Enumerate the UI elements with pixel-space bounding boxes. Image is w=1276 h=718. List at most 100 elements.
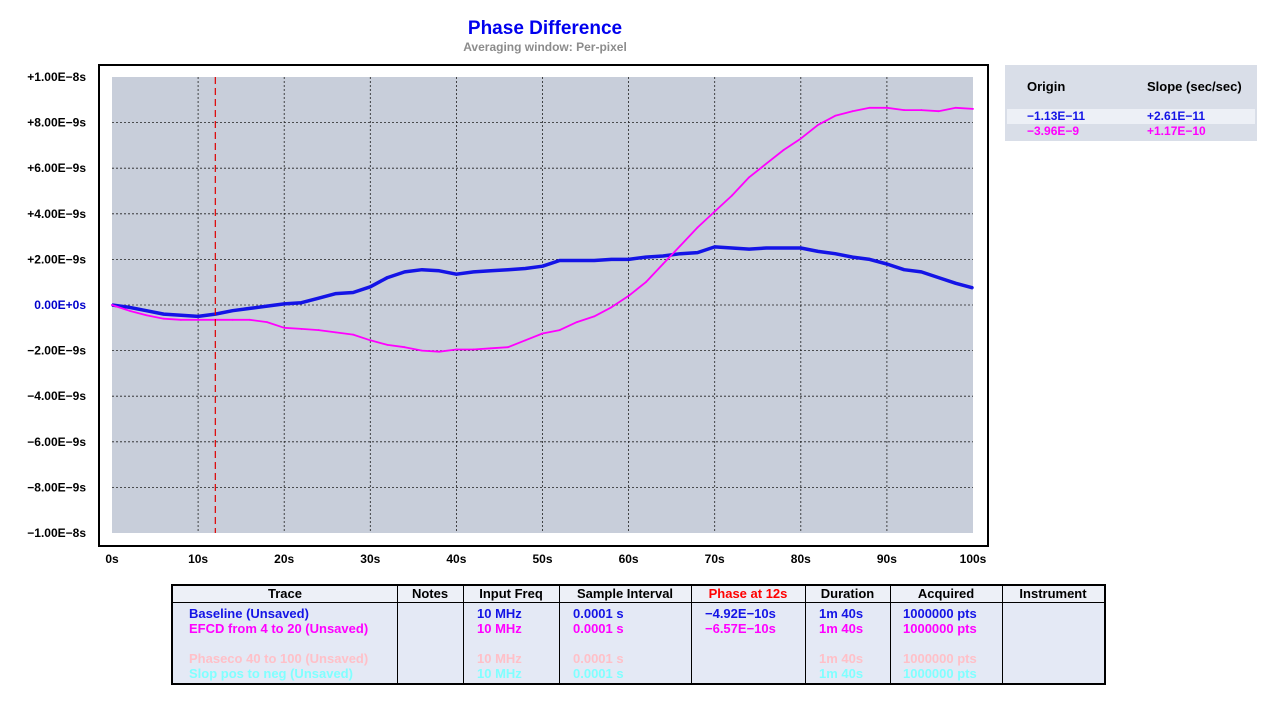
slope-panel: Origin Slope (sec/sec) −1.13E−11 +2.61E−…	[1005, 65, 1257, 141]
input-freq[interactable]: 10 MHz	[477, 666, 522, 681]
sample-interval[interactable]: 0.0001 s	[573, 666, 624, 681]
input-freq[interactable]: 10 MHz	[477, 606, 522, 621]
data-point	[541, 265, 544, 268]
trace-name[interactable]: EFCD from 4 to 20 (Unsaved)	[189, 621, 369, 636]
data-point	[972, 287, 974, 289]
data-point	[317, 329, 320, 331]
col-header-phase[interactable]: Phase at 12s	[708, 586, 788, 601]
col-header-instrument[interactable]: Instrument	[1019, 586, 1087, 601]
data-point	[128, 309, 131, 312]
data-point	[197, 315, 200, 318]
data-point	[507, 346, 509, 349]
column-divider	[805, 586, 806, 683]
trace-name[interactable]: Baseline (Unsaved)	[189, 606, 309, 621]
chart-subtitle: Averaging window: Per-pixel	[463, 40, 627, 54]
col-header-sample-interval[interactable]: Sample Interval	[576, 586, 674, 601]
grid-lines	[112, 77, 973, 533]
data-point	[713, 210, 716, 213]
data-point	[455, 273, 458, 276]
data-point	[834, 252, 837, 255]
origin-value: −3.96E−9	[1027, 124, 1080, 138]
phase-value[interactable]: −4.92E−10s	[705, 606, 776, 621]
col-header-input-freq[interactable]: Input Freq	[479, 586, 543, 601]
data-point	[576, 321, 578, 323]
data-point	[369, 285, 372, 288]
x-tick-label: 0s	[105, 552, 119, 566]
y-tick-label: −4.00E−9s	[27, 389, 86, 403]
column-divider	[890, 586, 891, 683]
acquired[interactable]: 1000000 pts	[903, 621, 977, 636]
input-freq[interactable]: 10 MHz	[477, 621, 522, 636]
x-tick-label: 30s	[360, 552, 380, 566]
data-point	[489, 347, 492, 350]
x-tick-label: 70s	[705, 552, 725, 566]
y-tick-label: −1.00E−8s	[27, 526, 86, 540]
col-header-acquired[interactable]: Acquired	[917, 586, 975, 601]
data-point	[954, 282, 957, 285]
chart-title: Phase Difference	[467, 18, 623, 39]
data-point	[507, 268, 509, 271]
data-point	[179, 314, 182, 317]
duration[interactable]: 1m 40s	[819, 621, 864, 636]
x-tick-label: 20s	[274, 552, 294, 566]
data-point	[782, 149, 785, 151]
data-point	[868, 258, 871, 261]
duration[interactable]: 1m 40s	[819, 606, 864, 621]
trace-name[interactable]: Slop pos to neg (Unsaved)	[189, 666, 353, 681]
data-point	[541, 332, 544, 335]
data-point	[403, 346, 406, 349]
col-header-duration[interactable]: Duration	[820, 586, 875, 601]
data-point	[937, 110, 940, 113]
data-point	[748, 248, 751, 251]
x-tick-label: 80s	[791, 552, 811, 566]
acquired[interactable]: 1000000 pts	[903, 666, 977, 681]
data-point	[696, 226, 699, 229]
column-divider	[397, 586, 398, 683]
input-freq[interactable]: 10 MHz	[477, 651, 522, 666]
data-point	[266, 305, 268, 308]
phase-value[interactable]: −6.57E−10s	[705, 621, 776, 636]
column-divider	[691, 586, 692, 683]
data-point	[610, 258, 613, 261]
data-point	[300, 328, 303, 330]
column-divider	[559, 586, 560, 683]
y-tick-label: +4.00E−9s	[27, 207, 86, 221]
data-point	[438, 350, 441, 353]
trace-table[interactable]: Trace Notes Input Freq Sample Interval P…	[171, 584, 1106, 685]
duration[interactable]: 1m 40s	[819, 666, 864, 681]
data-point	[765, 162, 768, 165]
trace-name[interactable]: Phaseco 40 to 100 (Unsaved)	[189, 651, 369, 666]
acquired[interactable]: 1000000 pts	[903, 651, 977, 666]
data-point	[834, 114, 837, 117]
data-point	[731, 194, 733, 197]
data-point	[300, 301, 303, 304]
column-divider	[1002, 586, 1003, 683]
data-point	[644, 256, 647, 259]
sample-interval[interactable]: 0.0001 s	[573, 621, 624, 636]
slope-row[interactable]: −3.96E−9 +1.17E−10	[1007, 124, 1255, 139]
data-point	[799, 247, 802, 249]
slope-value: +1.17E−10	[1147, 124, 1206, 138]
data-point	[248, 318, 251, 321]
series-lines	[111, 106, 974, 353]
sample-interval[interactable]: 0.0001 s	[573, 651, 624, 666]
slope-header: Slope (sec/sec)	[1147, 79, 1242, 94]
col-header-trace[interactable]: Trace	[268, 586, 302, 601]
acquired[interactable]: 1000000 pts	[903, 606, 977, 621]
data-point	[248, 307, 251, 310]
sample-interval[interactable]: 0.0001 s	[573, 606, 624, 621]
data-point	[799, 137, 802, 140]
duration[interactable]: 1m 40s	[819, 651, 864, 666]
data-point	[472, 271, 475, 273]
data-point	[386, 344, 389, 346]
data-point	[558, 259, 561, 262]
data-point	[644, 281, 647, 284]
data-point	[352, 333, 354, 336]
data-point	[886, 106, 888, 109]
data-point	[817, 250, 819, 253]
slope-row[interactable]: −1.13E−11 +2.61E−11	[1007, 109, 1255, 124]
y-tick-label: +6.00E−9s	[27, 161, 86, 175]
origin-header: Origin	[1027, 79, 1066, 94]
col-header-notes[interactable]: Notes	[411, 586, 449, 601]
